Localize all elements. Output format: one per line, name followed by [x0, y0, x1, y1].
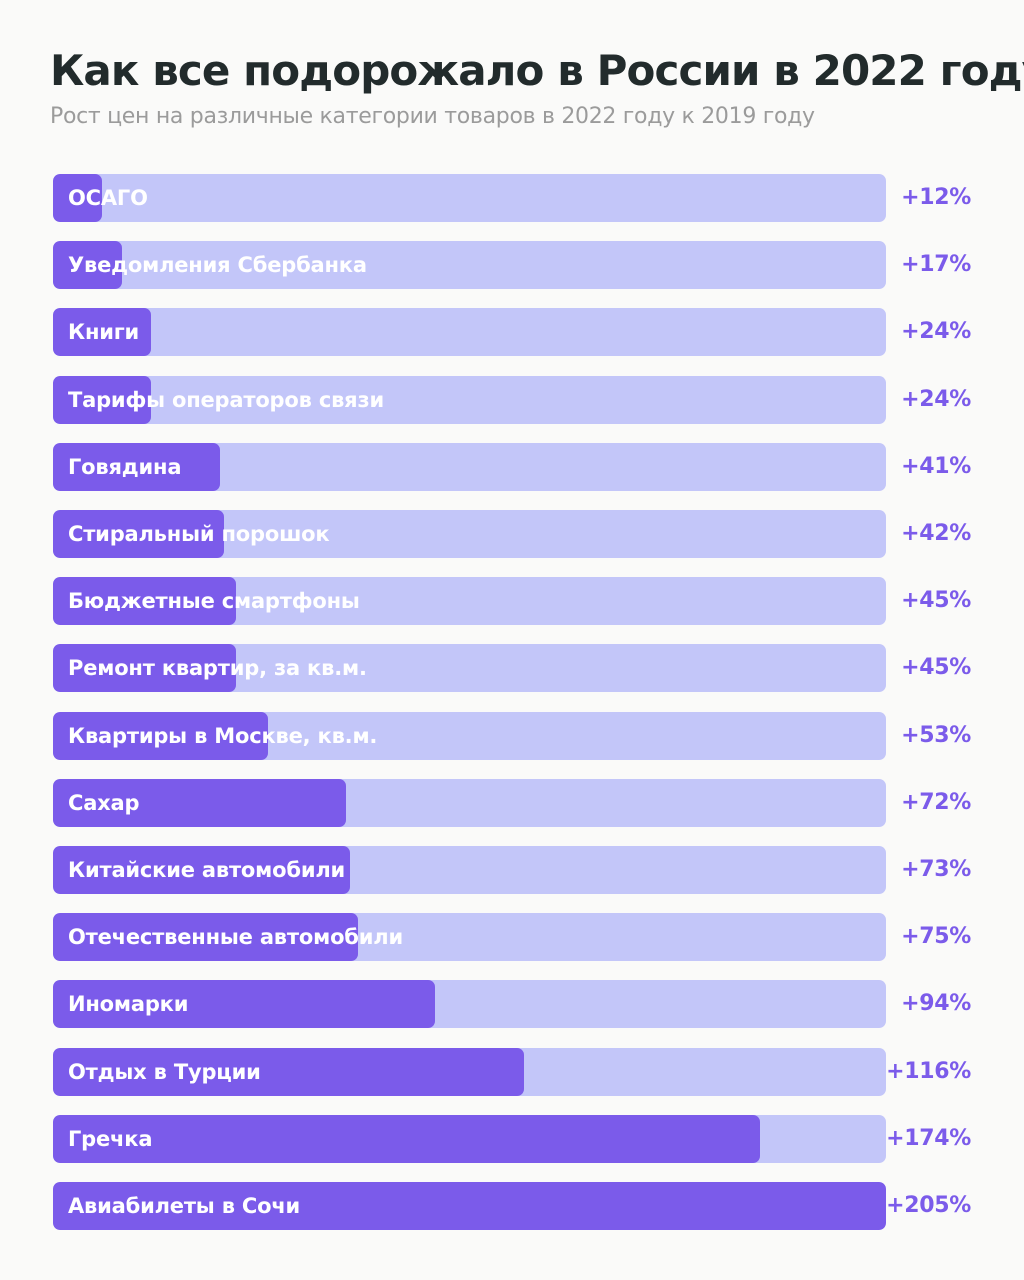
bar-value-label: +45% — [901, 588, 971, 614]
bar-value-label: +116% — [886, 1058, 971, 1084]
bar-row: Китайские автомобили +73% — [53, 846, 973, 894]
bar-row: Отдых в Турции +116% — [53, 1047, 973, 1096]
bar-fill — [53, 241, 123, 290]
bar-track: Китайские автомобили — [53, 846, 886, 894]
bar-value-label: +17% — [901, 252, 971, 278]
bar-fill — [53, 1114, 761, 1163]
bar-fill — [53, 846, 350, 894]
bar-value-label: +12% — [901, 185, 971, 210]
bar-row: Говядина +41% — [53, 442, 973, 491]
bar-label: Квартиры в Москве, кв.м. — [68, 723, 378, 748]
bar-label: Иномарки — [68, 992, 189, 1017]
bar-track: ОСАГО — [53, 174, 886, 222]
bar-value-label: +73% — [901, 857, 971, 882]
bar-label: Отечественные автомобили — [68, 925, 403, 950]
bar-fill — [53, 980, 435, 1029]
bar-fill — [53, 778, 346, 827]
bar-track: Говядина — [53, 442, 886, 491]
bar-track: Уведомления Сбербанка — [53, 241, 886, 290]
bar-row: Стиральный порошок +42% — [53, 510, 973, 558]
bar-row: Книги +24% — [53, 308, 973, 357]
bar-row: Иномарки +94% — [53, 980, 973, 1029]
bar-fill — [53, 577, 236, 626]
bar-track: Тарифы операторов связи — [53, 375, 886, 424]
bar-value-label: +53% — [901, 722, 971, 748]
bar-track: Книги — [53, 308, 886, 357]
bar-row: Бюджетные смартфоны +45% — [53, 577, 973, 626]
bar-track: Иномарки — [53, 980, 886, 1029]
bar-fill — [53, 375, 151, 424]
bar-value-label: +174% — [886, 1125, 971, 1151]
bar-track: Авиабилеты в Сочи — [53, 1182, 886, 1230]
bar-fill — [53, 711, 269, 760]
bar-fill — [53, 644, 236, 693]
bar-label: Говядина — [68, 454, 182, 479]
bar-value-label: +75% — [901, 924, 971, 950]
bar-value-label: +41% — [901, 453, 971, 479]
bar-row: Тарифы операторов связи +24% — [53, 375, 973, 424]
bar-fill — [53, 1047, 525, 1096]
bar-track: Сахар — [53, 778, 886, 827]
bar-track: Бюджетные смартфоны — [53, 577, 886, 626]
bar-value-label: +24% — [901, 319, 971, 345]
bar-row: Авиабилеты в Сочи +205% — [53, 1182, 973, 1230]
chart-title: Как все подорожало в России в 2022 году — [50, 46, 1024, 95]
bar-track: Гречка — [53, 1114, 886, 1163]
bar-label: Ремонт квартир, за кв.м. — [68, 656, 367, 681]
bar-value-label: +24% — [901, 386, 971, 412]
bar-row: Сахар +72% — [53, 778, 973, 827]
bar-label: Стиральный порошок — [68, 522, 330, 546]
bar-value-label: +205% — [886, 1193, 971, 1218]
bar-label: Гречка — [68, 1126, 153, 1151]
bar-label: Сахар — [68, 790, 140, 815]
bar-fill — [53, 1182, 886, 1230]
bar-label: Уведомления Сбербанка — [68, 253, 367, 278]
bar-fill — [53, 174, 102, 222]
bar-value-label: +94% — [901, 991, 971, 1017]
bar-row: Квартиры в Москве, кв.м. +53% — [53, 711, 973, 760]
bar-label: ОСАГО — [68, 186, 148, 210]
bar-label: Отдых в Турции — [68, 1059, 261, 1084]
bar-label: Авиабилеты в Сочи — [68, 1194, 301, 1218]
bar-track: Отдых в Турции — [53, 1047, 886, 1096]
bar-track: Отечественные автомобили — [53, 913, 886, 962]
bar-fill — [53, 510, 224, 558]
bar-label: Книги — [68, 320, 140, 345]
bar-fill — [53, 308, 151, 357]
bar-label: Бюджетные смартфоны — [68, 589, 360, 614]
bar-row: Гречка +174% — [53, 1114, 973, 1163]
bar-fill — [53, 442, 220, 491]
bar-value-label: +42% — [901, 521, 971, 546]
bar-label: Китайские автомобили — [68, 858, 346, 882]
bar-row: ОСАГО +12% — [53, 174, 973, 222]
bar-track: Квартиры в Москве, кв.м. — [53, 711, 886, 760]
bar-track: Стиральный порошок — [53, 510, 886, 558]
bar-track: Ремонт квартир, за кв.м. — [53, 644, 886, 693]
bar-value-label: +72% — [901, 789, 971, 815]
bar-row: Уведомления Сбербанка +17% — [53, 241, 973, 290]
bar-row: Отечественные автомобили +75% — [53, 913, 973, 962]
bar-row: Ремонт квартир, за кв.м. +45% — [53, 644, 973, 693]
bar-value-label: +45% — [901, 655, 971, 681]
bar-fill — [53, 913, 358, 962]
bar-label: Тарифы операторов связи — [68, 387, 384, 412]
chart-subtitle: Рост цен на различные категории товаров … — [50, 104, 815, 129]
